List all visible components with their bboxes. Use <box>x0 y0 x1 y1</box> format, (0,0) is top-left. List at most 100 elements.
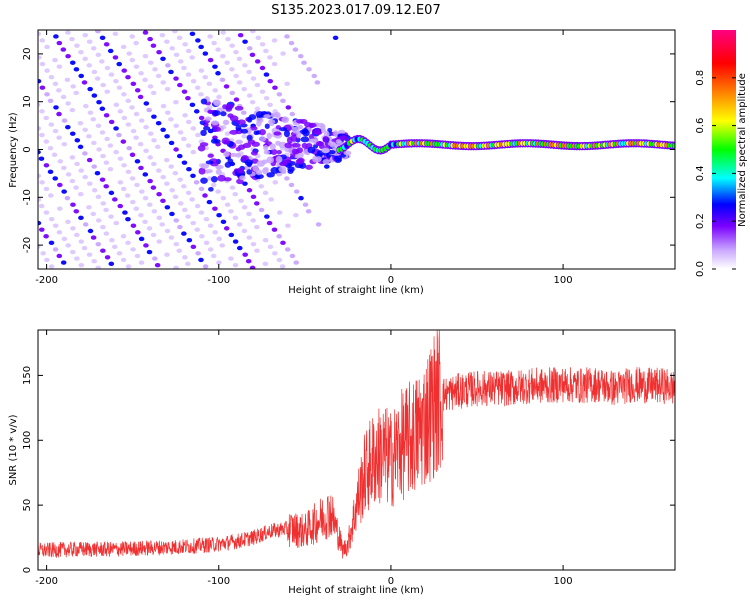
heatmap-blob <box>113 220 120 226</box>
heatmap-blob <box>327 241 334 247</box>
heatmap-blob <box>306 114 312 119</box>
heatmap-blob <box>301 128 309 134</box>
heatmap-blob <box>203 240 210 246</box>
heatmap-blob <box>217 174 226 182</box>
heatmap-blob <box>228 209 234 214</box>
heatmap-blob <box>77 121 84 126</box>
heatmap-blob <box>65 53 71 59</box>
heatmap-blob <box>322 211 329 217</box>
heatmap-blob <box>159 32 166 38</box>
heatmap-blob <box>323 93 330 98</box>
heatmap-blob <box>60 94 67 100</box>
heatmap-blob <box>259 89 266 94</box>
heatmap-blob <box>38 156 45 161</box>
heatmap-blob <box>284 176 290 181</box>
heatmap-blob <box>262 261 269 267</box>
heatmap-blob <box>57 159 64 164</box>
heatmap-blob <box>296 118 304 124</box>
heatmap-blob <box>125 264 132 269</box>
heatmap-blob <box>256 120 262 127</box>
heatmap-blob <box>308 122 314 129</box>
heatmap-blob <box>297 30 303 35</box>
heatmap-blob <box>82 198 89 203</box>
heatmap-blob <box>189 55 195 60</box>
heatmap-blob <box>38 78 42 84</box>
heatmap-blob <box>185 143 192 148</box>
heatmap-blob <box>291 148 300 155</box>
heatmap-blob <box>176 153 183 159</box>
heatmap-blob <box>198 44 204 50</box>
heatmap-blob <box>177 224 183 230</box>
heatmap-blob <box>195 132 201 138</box>
heatmap-blob <box>173 147 179 152</box>
heatmap-blob <box>91 140 97 146</box>
heatmap-blob <box>190 244 197 249</box>
heatmap-blob <box>94 170 101 176</box>
heatmap-blob <box>220 111 227 117</box>
heatmap-blob <box>86 157 93 163</box>
heatmap-blob <box>155 97 162 102</box>
heatmap-blob <box>276 186 283 192</box>
colorbar-tick-label: 0.8 <box>695 70 706 86</box>
heatmap-blob <box>301 142 308 149</box>
heatmap-blob <box>259 128 266 136</box>
heatmap-blob <box>61 142 68 147</box>
heatmap-blob <box>233 50 239 55</box>
heatmap-blob <box>104 255 111 260</box>
heatmap-blob <box>223 226 230 231</box>
heatmap-blob <box>275 68 282 73</box>
heatmap-blob <box>47 169 54 175</box>
heatmap-blob <box>254 82 261 88</box>
heatmap-blob <box>216 213 222 218</box>
heatmap-blob <box>207 34 213 39</box>
heatmap-blob <box>113 102 120 108</box>
heatmap-blob <box>268 197 274 202</box>
heatmap-blob <box>77 97 84 102</box>
heatmap-blob <box>276 234 282 239</box>
heatmap-blob <box>213 99 221 107</box>
heatmap-blob <box>142 53 149 59</box>
heatmap-blob <box>315 174 322 180</box>
heatmap-blob <box>229 185 236 190</box>
heatmap-blob <box>279 127 288 132</box>
heatmap-blob <box>297 77 304 83</box>
heatmap-blob <box>87 181 93 186</box>
heatmap-blob <box>291 142 301 148</box>
heatmap-blob <box>51 199 58 205</box>
heatmap-blob <box>284 34 290 39</box>
heatmap-blob <box>263 48 269 54</box>
heatmap-blob <box>270 112 279 118</box>
heatmap-blob <box>280 98 286 104</box>
heatmap-blob <box>258 136 266 142</box>
heatmap-blob <box>91 69 98 75</box>
heatmap-blob <box>38 31 42 37</box>
heatmap-blob <box>198 167 206 175</box>
heatmap-blob <box>134 88 141 93</box>
heatmap-blob <box>44 92 50 97</box>
heatmap-blob <box>213 139 221 144</box>
heatmap-blob <box>173 99 179 105</box>
heatmap-blob <box>314 245 321 251</box>
heatmap-blob <box>91 93 98 98</box>
heatmap-blob <box>74 138 81 143</box>
heatmap-blob <box>134 253 141 259</box>
heatmap-blob <box>130 223 137 228</box>
tone-core <box>672 143 675 149</box>
heatmap-blob <box>47 98 54 104</box>
heatmap-blob <box>302 84 309 89</box>
heatmap-blob <box>173 241 180 247</box>
heatmap-blob <box>297 124 303 130</box>
heatmap-blob <box>190 126 197 131</box>
heatmap-blob <box>241 228 248 234</box>
heatmap-blob <box>56 64 63 69</box>
heatmap-blob <box>322 46 329 51</box>
heatmap-blob <box>165 110 171 115</box>
heatmap-blob <box>280 240 286 246</box>
heatmap-blob <box>116 227 123 232</box>
heatmap-blob <box>82 32 89 38</box>
heatmap-blob <box>107 167 114 172</box>
heatmap-blob <box>275 155 283 163</box>
heatmap-blob <box>86 205 92 210</box>
heatmap-blob <box>160 56 166 61</box>
heatmap-blob <box>287 169 294 174</box>
